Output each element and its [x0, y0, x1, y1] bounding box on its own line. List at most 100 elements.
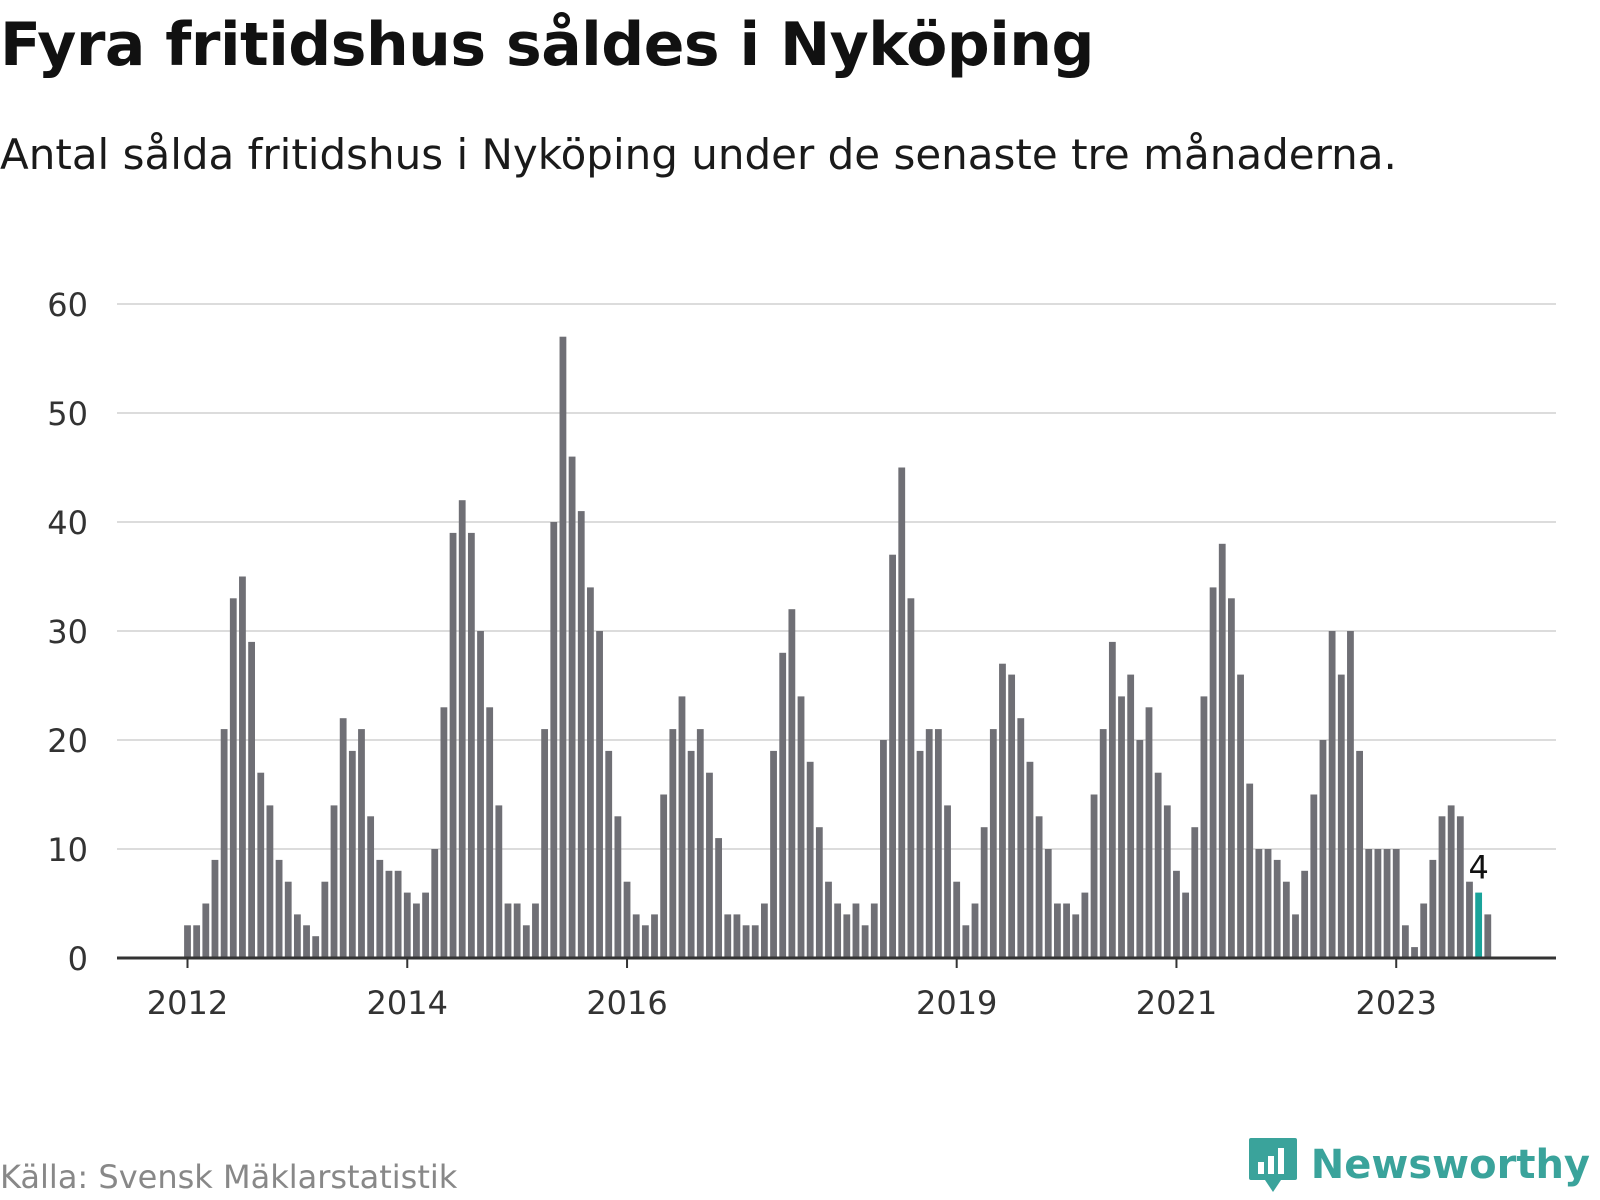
brand-logo: Newsworthy [1247, 1136, 1590, 1194]
bar [312, 936, 320, 958]
bar [559, 336, 567, 958]
bar [889, 554, 896, 958]
bar [1163, 805, 1171, 958]
bar [1392, 849, 1400, 958]
bar [760, 903, 768, 958]
bar [504, 903, 512, 958]
bar [1035, 816, 1043, 958]
bar [522, 925, 530, 958]
bar [413, 903, 420, 958]
bar [1484, 914, 1492, 958]
bar [852, 903, 860, 958]
bar [431, 849, 439, 958]
bar [660, 794, 668, 958]
bar [696, 729, 704, 958]
bar [1273, 859, 1281, 958]
bar [587, 587, 594, 958]
bar [1127, 674, 1135, 958]
bar [1054, 903, 1061, 958]
bar [1420, 903, 1428, 958]
bar [825, 881, 832, 958]
bar [275, 859, 283, 958]
bar [1136, 740, 1144, 958]
bar [815, 827, 823, 958]
x-tick-label: 2023 [1356, 984, 1437, 1022]
bar [248, 641, 255, 958]
y-tick-label: 30 [47, 613, 88, 651]
bar [806, 761, 814, 958]
bar [751, 925, 759, 958]
bar [1081, 892, 1089, 958]
bar [788, 609, 796, 958]
bar [641, 925, 649, 958]
bar [916, 750, 924, 958]
bar [898, 467, 906, 958]
bar [486, 707, 494, 958]
bar [477, 631, 484, 958]
bar [669, 729, 677, 958]
bar [1365, 849, 1373, 958]
bar [944, 805, 951, 958]
bar [870, 903, 878, 958]
bar [1292, 914, 1299, 958]
bar [907, 598, 915, 958]
bar [1337, 674, 1345, 958]
bar [330, 805, 338, 958]
bar [1255, 849, 1263, 958]
data-label: 4 [1468, 849, 1488, 887]
y-tick-label: 50 [47, 395, 88, 433]
bar [568, 456, 576, 958]
bar [651, 914, 658, 958]
bar [1218, 543, 1226, 958]
bar [687, 750, 695, 958]
bar [1356, 750, 1363, 958]
bar [1145, 707, 1153, 958]
chart-title: Fyra fritidshus såldes i Nyköping [0, 10, 1094, 80]
bar [220, 729, 228, 958]
bar [779, 652, 787, 958]
bar [1264, 849, 1272, 958]
bar [861, 925, 869, 958]
bar [706, 772, 713, 958]
bar [1401, 925, 1409, 958]
bar [184, 925, 191, 958]
bar [211, 859, 219, 958]
bar [1191, 827, 1199, 958]
bar [257, 772, 265, 958]
bar [971, 903, 979, 958]
bar [1383, 849, 1391, 958]
bar [742, 925, 750, 958]
newsworthy-logo-icon [1248, 1138, 1297, 1192]
bar [1328, 631, 1336, 958]
bar [614, 816, 622, 958]
bar [605, 750, 613, 958]
bar-highlight [1475, 892, 1483, 958]
bar [733, 914, 741, 958]
bar [1026, 761, 1034, 958]
bar [467, 532, 475, 958]
bar [550, 522, 558, 958]
bar [1411, 947, 1418, 958]
bar [513, 903, 521, 958]
bar [193, 925, 201, 958]
bar [925, 729, 933, 958]
bar [989, 729, 997, 958]
bar [623, 881, 631, 958]
bar [1090, 794, 1098, 958]
bar [229, 598, 237, 958]
x-tick-label: 2014 [367, 984, 448, 1022]
bar [367, 816, 375, 958]
bar [1200, 696, 1208, 958]
bar [934, 729, 942, 958]
bar [1447, 805, 1455, 958]
bar [202, 903, 210, 958]
bar [715, 838, 723, 958]
bar [495, 805, 503, 958]
bar [1310, 794, 1318, 958]
bar [321, 881, 329, 958]
bar [797, 696, 805, 958]
bar [458, 500, 466, 958]
bar [1118, 696, 1125, 958]
bar [1209, 587, 1217, 958]
bar [1319, 740, 1327, 958]
